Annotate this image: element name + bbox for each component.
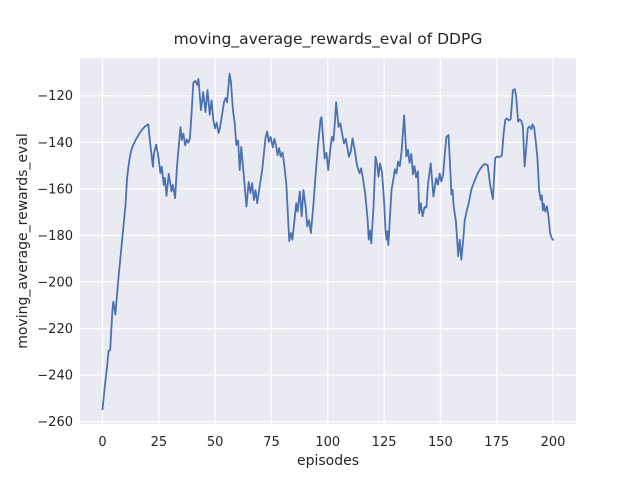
data-line-moving_average_rewards_eval — [101, 72, 554, 411]
y-tick--220: −220 — [37, 322, 73, 337]
x-tick-150: 150 — [428, 435, 453, 450]
y-tick--160: −160 — [37, 182, 73, 197]
x-tick-labels: 0 25 50 75 100 125 150 175 200 — [98, 435, 565, 450]
chart-title: moving_average_rewards_eval of DDPG — [174, 30, 483, 49]
data-series — [101, 72, 554, 411]
y-tick-labels: −120 −140 −160 −180 −200 −220 −240 −260 — [37, 89, 73, 430]
y-tick--200: −200 — [37, 275, 73, 290]
y-tick--140: −140 — [37, 136, 73, 151]
x-tick-125: 125 — [372, 435, 397, 450]
x-tick-0: 0 — [98, 435, 106, 450]
y-tick--240: −240 — [37, 369, 73, 384]
x-tick-200: 200 — [541, 435, 566, 450]
x-axis-label: episodes — [297, 453, 359, 469]
gridlines — [80, 58, 576, 424]
x-tick-50: 50 — [207, 435, 224, 450]
x-tick-175: 175 — [484, 435, 509, 450]
y-tick--260: −260 — [37, 415, 73, 430]
x-tick-100: 100 — [315, 435, 340, 450]
y-tick--180: −180 — [37, 229, 73, 244]
x-tick-75: 75 — [263, 435, 280, 450]
y-tick--120: −120 — [37, 89, 73, 104]
y-axis-label: moving_average_rewards_eval — [15, 133, 31, 349]
x-tick-25: 25 — [151, 435, 168, 450]
